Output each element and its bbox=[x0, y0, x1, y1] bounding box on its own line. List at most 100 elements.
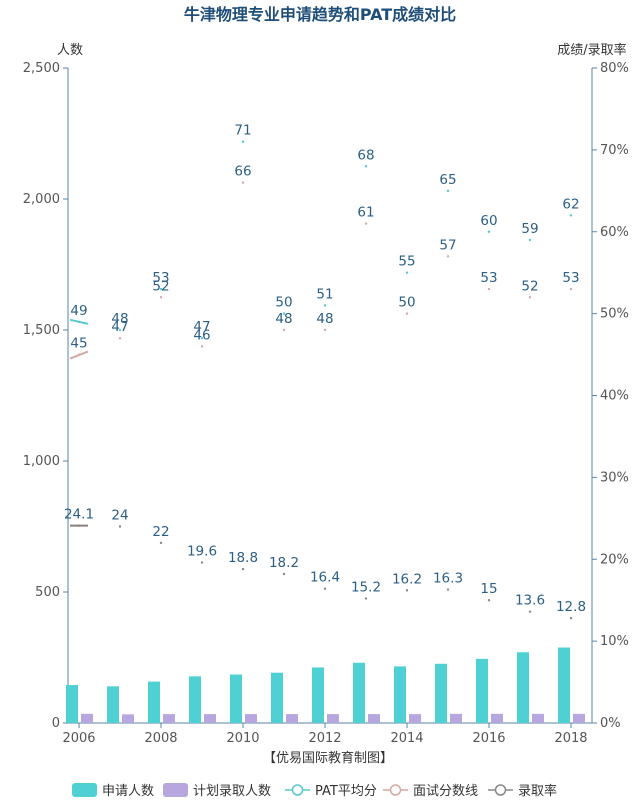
bar-applicants bbox=[394, 666, 406, 723]
interview-cutoff-point bbox=[405, 312, 409, 315]
bar-applicants bbox=[148, 681, 160, 723]
bar-planned-admissions bbox=[532, 713, 544, 723]
pat-average-point bbox=[118, 328, 122, 332]
pat-average-point bbox=[487, 230, 491, 233]
interview-cutoff-label: 46 bbox=[193, 327, 210, 343]
bar-applicants bbox=[271, 672, 283, 723]
pat-average-point bbox=[364, 165, 368, 168]
interview-cutoff-label: 66 bbox=[234, 164, 251, 180]
right-axis-label: 成绩/录取率 bbox=[557, 42, 626, 58]
bar-applicants bbox=[558, 647, 570, 723]
pat-average-label: 60 bbox=[480, 213, 497, 229]
bar-planned-admissions bbox=[286, 714, 298, 723]
bar-planned-admissions bbox=[450, 713, 462, 723]
bar-planned-admissions bbox=[204, 714, 216, 723]
bar-applicants bbox=[107, 686, 119, 723]
interview-cutoff-stub bbox=[69, 350, 89, 360]
admission-rate-label: 16.2 bbox=[392, 571, 422, 587]
x-tick-label: 2008 bbox=[144, 731, 177, 746]
interview-cutoff-label: 52 bbox=[521, 278, 538, 294]
admission-rate-label: 18.2 bbox=[269, 555, 299, 571]
x-tick-label: 2014 bbox=[390, 731, 423, 746]
legend-label: PAT平均分 bbox=[315, 784, 377, 799]
x-tick-label: 2016 bbox=[472, 731, 505, 746]
pat-average-label: 65 bbox=[439, 172, 456, 188]
admission-rate-label: 22 bbox=[152, 524, 169, 540]
pat-average-point bbox=[528, 238, 532, 242]
bars bbox=[66, 647, 585, 723]
bar-planned-admissions bbox=[409, 714, 421, 723]
pat-average-label: 59 bbox=[521, 221, 538, 237]
pat-average-label: 49 bbox=[70, 303, 87, 319]
bar-planned-admissions bbox=[491, 713, 503, 723]
bar-applicants bbox=[353, 662, 365, 723]
pat-average-point bbox=[405, 271, 409, 274]
admission-rate-point bbox=[159, 541, 163, 545]
interview-cutoff-point bbox=[118, 336, 122, 340]
legend-item: 面试分数线 bbox=[383, 784, 478, 799]
pat-average-label: 48 bbox=[111, 311, 128, 327]
admission-rate-point bbox=[364, 597, 368, 600]
admission-rate-label: 15.2 bbox=[351, 580, 381, 596]
pat-average-point bbox=[323, 304, 327, 307]
pat-average-point bbox=[159, 287, 163, 291]
pat-average-label: 50 bbox=[275, 295, 292, 311]
interview-cutoff-point bbox=[323, 328, 327, 332]
bar-applicants bbox=[66, 685, 78, 723]
legend-label: 面试分数线 bbox=[413, 784, 478, 799]
legend-swatch bbox=[72, 783, 97, 797]
interview-cutoff-label: 48 bbox=[316, 311, 333, 327]
pat-average-point bbox=[241, 140, 245, 143]
legend-marker bbox=[389, 784, 402, 796]
left-axis-label: 人数 bbox=[57, 43, 83, 58]
source-note: 【优易国际教育制图】 bbox=[263, 750, 393, 766]
pat-average-stub bbox=[69, 318, 89, 325]
data-labels: 49 48 53 47 71 50 51 68 55 65 60 59 62 45 47 52 46 66 48 48… bbox=[64, 123, 586, 616]
legend-label: 申请人数 bbox=[102, 784, 154, 799]
legend: 申请人数 计划录取人数 PAT平均分 面试分数线 录取率 bbox=[72, 783, 557, 799]
interview-cutoff-label: 45 bbox=[70, 336, 87, 352]
pat-average-point bbox=[282, 312, 286, 315]
x-tick-label: 2010 bbox=[226, 731, 259, 746]
interview-cutoff-point bbox=[528, 296, 532, 299]
pat-average-label: 71 bbox=[234, 123, 251, 139]
admission-rate-point bbox=[118, 525, 122, 528]
bar-applicants bbox=[517, 652, 529, 723]
right-tick-label: 20% bbox=[600, 552, 629, 567]
interview-cutoff-label: 57 bbox=[439, 237, 456, 253]
interview-cutoff-point bbox=[282, 328, 286, 332]
pat-average-point bbox=[569, 214, 573, 217]
right-tick-label: 70% bbox=[600, 143, 629, 158]
legend-item: 录取率 bbox=[488, 783, 557, 799]
x-tick-label: 2012 bbox=[308, 731, 341, 746]
admission-rate-label: 12.8 bbox=[556, 599, 586, 615]
interview-cutoff-point bbox=[569, 287, 573, 291]
interview-cutoff-label: 53 bbox=[562, 270, 579, 286]
admission-rate-label: 13.6 bbox=[515, 593, 545, 609]
interview-cutoff-label: 48 bbox=[275, 311, 292, 327]
left-tick-label: 2,000 bbox=[23, 192, 60, 207]
bar-applicants bbox=[189, 676, 201, 723]
bar-planned-admissions bbox=[327, 714, 339, 723]
bar-planned-admissions bbox=[368, 714, 380, 723]
left-tick-label: 0 bbox=[52, 716, 60, 731]
pat-average-label: 51 bbox=[316, 286, 333, 302]
bar-planned-admissions bbox=[122, 714, 134, 723]
pat-average-point bbox=[446, 189, 450, 193]
legend-item: 计划录取人数 bbox=[163, 783, 271, 799]
admission-rate-point bbox=[282, 572, 286, 576]
right-tick-label: 80% bbox=[600, 61, 629, 76]
pat-average-label: 53 bbox=[152, 270, 169, 286]
bar-planned-admissions bbox=[81, 713, 93, 723]
admission-rate-label: 16.4 bbox=[310, 570, 340, 586]
bar-applicants bbox=[476, 658, 488, 723]
legend-marker bbox=[494, 784, 507, 796]
pat-average-point bbox=[200, 336, 204, 340]
interview-cutoff-label: 61 bbox=[357, 205, 374, 221]
legend-item: 申请人数 bbox=[72, 783, 154, 799]
legend-swatch bbox=[163, 783, 188, 797]
bar-applicants bbox=[435, 663, 447, 723]
left-tick-label: 1,500 bbox=[23, 323, 60, 338]
x-tick-label: 2018 bbox=[554, 731, 587, 746]
